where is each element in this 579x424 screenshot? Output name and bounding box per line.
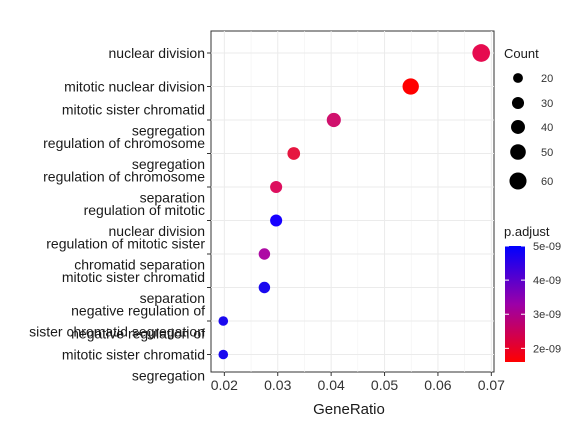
size-legend-label: 60: [541, 176, 553, 188]
x-tick-label: 0.06: [424, 377, 451, 393]
size-legend-dot: [511, 120, 525, 134]
x-tick-label: 0.05: [371, 377, 398, 393]
size-legend-dot: [510, 144, 526, 160]
color-legend-label: 5e-09: [533, 241, 561, 253]
data-point: [270, 214, 283, 227]
x-axis-tick-labels: 0.02 0.03 0.04 0.05 0.06 0.07: [211, 377, 505, 393]
color-legend-label: 3e-09: [533, 309, 561, 321]
size-legend-label: 40: [541, 122, 553, 134]
size-legend-label: 50: [541, 147, 553, 159]
color-legend-label: 2e-09: [533, 343, 561, 355]
category-label-line: mitotic sister chromatid: [62, 347, 205, 363]
category-label-line: negative regulation of: [71, 303, 205, 319]
data-points: [218, 44, 491, 360]
data-point: [270, 180, 283, 194]
y-axis-category-labels: nuclear division mitotic nuclear division…: [29, 45, 205, 384]
size-legend-label: 20: [541, 73, 553, 85]
color-legend-gradient-bar: [505, 246, 525, 362]
x-axis-title: GeneRatio: [313, 401, 385, 418]
category-label-line: segregation: [132, 368, 205, 384]
size-legend-label: 30: [541, 98, 553, 110]
data-point: [402, 78, 419, 95]
color-legend-title: p.adjust: [504, 224, 550, 239]
size-legend: Count 20 30 40 50 60: [504, 46, 553, 190]
category-label-line: separation: [140, 190, 205, 206]
size-legend-dot: [511, 96, 525, 110]
x-axis-ticks: [223, 372, 492, 376]
x-tick-label: 0.02: [211, 377, 238, 393]
y-axis-ticks: [207, 52, 211, 355]
data-point: [218, 349, 229, 360]
size-legend-dot: [509, 172, 527, 190]
category-label-line: regulation of mitotic sister: [46, 236, 205, 252]
category-label-line: mitotic nuclear division: [64, 79, 205, 95]
category-label-line: regulation of chromosome: [43, 169, 205, 185]
data-point: [218, 316, 229, 326]
category-label-line: nuclear division: [109, 223, 206, 239]
category-label-line: segregation: [132, 156, 205, 172]
x-tick-label: 0.03: [264, 377, 291, 393]
category-label-line: sister chromatid segregation: [29, 324, 205, 340]
category-label-line: chromatid separation: [74, 257, 205, 273]
data-point: [326, 112, 341, 128]
data-point: [258, 281, 271, 294]
plot-panel: [210, 30, 495, 373]
color-legend: p.adjust 5e-09 4e-09 3e-09 2e-09: [504, 224, 561, 362]
category-label-line: regulation of mitotic: [84, 202, 205, 218]
size-legend-title: Count: [504, 46, 539, 61]
x-tick-label: 0.07: [478, 377, 505, 393]
category-label-line: separation: [140, 290, 205, 306]
size-legend-dot: [513, 73, 523, 83]
data-point: [258, 248, 271, 260]
grid-lines: [211, 31, 494, 372]
category-label-line: negative regulation of: [71, 326, 205, 342]
category-label-line: nuclear division: [109, 45, 206, 61]
x-tick-label: 0.04: [318, 377, 345, 393]
category-label-line: segregation: [132, 123, 205, 139]
category-label-line: mitotic sister chromatid: [62, 269, 205, 285]
data-point: [287, 147, 301, 160]
color-legend-label: 4e-09: [533, 275, 561, 287]
category-label-line: mitotic sister chromatid: [62, 102, 205, 118]
data-point: [472, 44, 491, 62]
category-label-line: regulation of chromosome: [43, 135, 205, 151]
